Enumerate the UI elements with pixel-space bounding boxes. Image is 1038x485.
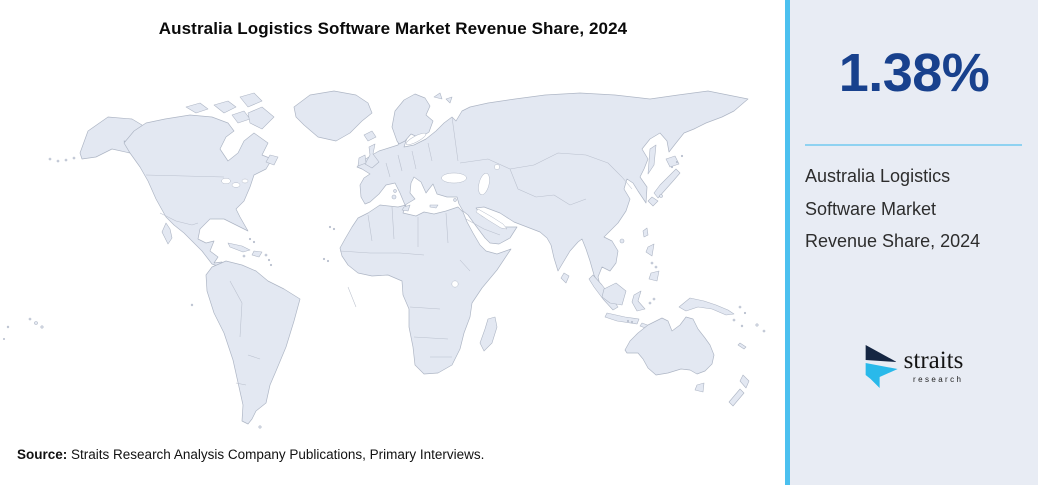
taiwan [642,227,649,238]
crete [429,204,439,209]
hawaii [34,321,38,325]
great-britain [364,143,380,169]
world-map [2,90,766,429]
baffin-island [247,106,275,130]
new-caledonia [737,342,747,350]
caribbean [227,237,273,267]
iceland [363,130,377,142]
kyushu [647,196,659,207]
logo-wordmark: straits [903,347,964,374]
sardinia [391,194,397,200]
caspian-sea [478,173,490,195]
pacific-islands [2,317,44,340]
new-guinea [678,297,735,316]
fiji [755,323,759,327]
source-label: Source: [17,447,68,462]
honshu [653,168,681,199]
chart-title: Australia Logistics Software Market Reve… [158,19,628,38]
hokkaido [665,155,680,168]
baltic-sea [405,132,427,146]
persian-gulf [475,208,508,230]
australia [624,316,715,376]
greenland [293,90,373,142]
source-text: Straits Research Analysis Company Public… [71,447,485,462]
map-section: Australia Logistics Software Market Reve… [2,19,766,462]
sakhalin [647,144,657,175]
lake-victoria [451,280,459,288]
ireland [357,154,367,167]
corsica [393,189,397,193]
madagascar [479,316,498,352]
tasmania [694,382,705,393]
hispaniola [251,250,263,258]
panel-caption: Australia Logistics Software Market Reve… [805,160,1025,258]
luzon [645,243,655,257]
borneo [601,282,627,306]
caption-line: Revenue Share, 2024 [805,231,981,251]
summary-panel: 1.38% Australia Logistics Software Marke… [790,0,1038,485]
black-sea [441,172,467,184]
logo-subtext: research [913,375,964,384]
mindanao [648,270,660,282]
source-note: Source: Straits Research Analysis Compan… [17,447,484,462]
accent-divider-bar [785,0,790,485]
north-america-mainland [123,114,273,268]
sicily [401,204,411,212]
aral-sea [494,164,500,170]
galapagos [190,303,194,307]
hainan [619,238,625,244]
sri-lanka [560,272,570,284]
straits-logo-icon [865,345,898,388]
great-lakes [221,177,249,188]
caption-line: Australia Logistics [805,166,951,186]
java [604,312,640,325]
caption-line: Software Market [805,198,937,219]
straits-research-logo: straits research [865,343,964,389]
new-zealand-north [739,374,750,389]
country-borders [145,116,633,386]
oceania [588,274,766,407]
continent-eurasia [356,90,749,290]
east-asia-islands [560,144,684,284]
falklands [258,425,262,429]
cyprus [453,198,457,202]
sulawesi [631,290,646,312]
newfoundland [265,154,279,166]
shikoku [659,194,663,198]
cuba [227,242,251,253]
baja [161,222,173,245]
continent-africa [322,204,512,375]
continent-north-america [48,92,279,268]
new-zealand-south [728,388,745,407]
scandinavia [391,93,434,145]
market-share-value: 1.38% [838,43,990,103]
panel-divider [805,144,1022,146]
svalbard [433,92,443,100]
continent-south-america [190,260,301,429]
